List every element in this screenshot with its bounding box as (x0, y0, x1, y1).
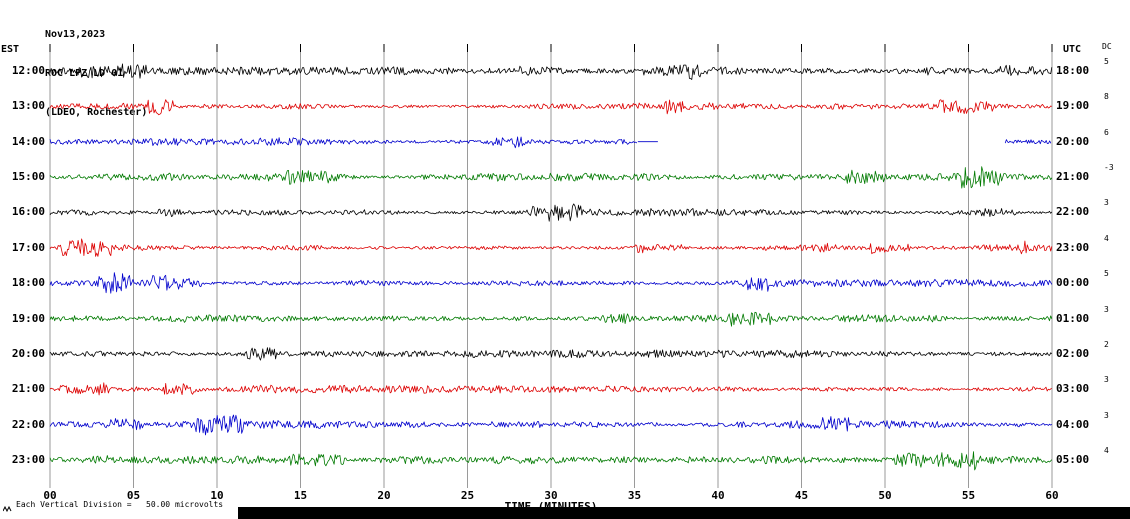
utc-time-label: 03:00 (1056, 382, 1090, 396)
est-time-label: 17:00 (11, 240, 45, 254)
x-tick-label: 30 (544, 489, 558, 502)
utc-time-label: 20:00 (1056, 134, 1090, 148)
dc-offset-value: 3 (1104, 304, 1109, 314)
header-date: Nov13,2023 (45, 29, 106, 40)
dc-offset-value: 5 (1104, 57, 1109, 66)
dc-offset-value: 8 (1104, 92, 1109, 102)
x-tick-label: 05 (126, 489, 141, 502)
est-time-label: 21:00 (11, 382, 45, 396)
utc-time-label: 18:00 (1056, 64, 1090, 77)
utc-time-label: 05:00 (1056, 452, 1090, 466)
dc-offset-value: 3 (1104, 410, 1109, 420)
utc-time-label: 01:00 (1056, 311, 1090, 325)
dc-offset-value: 3 (1104, 198, 1109, 208)
x-tick-label: 55 (961, 489, 976, 502)
x-tick-label: 00 (43, 489, 57, 502)
scale-note: Each Vertical Division = 50.00 microvolt… (16, 500, 224, 509)
est-time-label: 23:00 (11, 452, 45, 466)
est-time-label: 14:00 (11, 134, 45, 148)
dc-offset-value: 5 (1104, 269, 1109, 279)
bottom-bar (238, 507, 1130, 519)
tiny-waveform-glyph (3, 505, 12, 513)
x-tick-label: 50 (878, 489, 892, 502)
est-time-label: 13:00 (11, 99, 45, 113)
x-tick-label: 15 (293, 489, 308, 502)
utc-time-label: 04:00 (1056, 417, 1090, 431)
x-tick-label: 40 (711, 489, 725, 502)
x-tick-label: 10 (210, 489, 224, 502)
utc-time-label: 00:00 (1056, 276, 1090, 290)
x-tick-label: 45 (794, 489, 809, 502)
dc-offset-value: 4 (1104, 445, 1109, 455)
dc-offset-value: 4 (1104, 233, 1109, 243)
dc-offset-value: 2 (1104, 339, 1109, 349)
utc-time-label: 22:00 (1056, 205, 1090, 219)
x-tick-label: 25 (460, 489, 475, 502)
est-axis-label: EST (1, 44, 20, 55)
est-time-label: 15:00 (11, 170, 45, 184)
x-tick-label: 20 (377, 489, 391, 502)
x-tick-label: 35 (627, 489, 642, 502)
utc-time-label: 02:00 (1056, 346, 1090, 360)
dc-offset-value: 6 (1104, 127, 1109, 137)
utc-time-label: 21:00 (1056, 170, 1090, 184)
dc-axis-label: DC (1102, 42, 1112, 51)
est-time-label: 22:00 (11, 417, 45, 431)
est-time-label: 16:00 (11, 205, 45, 219)
est-time-label: 18:00 (11, 276, 45, 290)
x-tick-label: 60 (1045, 489, 1059, 502)
utc-time-label: 23:00 (1056, 240, 1090, 254)
est-time-label: 20:00 (11, 346, 45, 360)
utc-time-label: 19:00 (1056, 99, 1090, 113)
utc-axis-label: UTC (1063, 44, 1082, 55)
dc-offset-value: -3 (1104, 163, 1114, 173)
est-time-label: 19:00 (11, 311, 45, 325)
est-time-label: 12:00 (11, 64, 45, 77)
dc-offset-value: 3 (1104, 375, 1109, 385)
header-location: (LDEO, Rochester) (45, 107, 148, 118)
